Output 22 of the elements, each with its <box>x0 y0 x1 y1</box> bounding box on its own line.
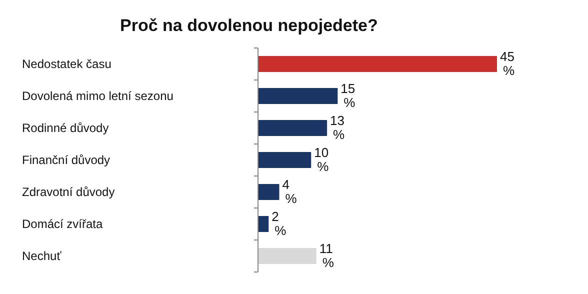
data-label: 15 % <box>340 81 356 110</box>
y-tick-label: Domácí zvířata <box>22 217 104 231</box>
data-label: 45 % <box>500 49 515 78</box>
data-label: 2 % <box>272 209 287 238</box>
bar <box>258 216 269 232</box>
y-tick-label: Finanční důvody <box>22 153 110 167</box>
y-tick-label: Dovolená mimo letní sezonu <box>22 89 174 103</box>
data-label: 11 % <box>319 241 334 270</box>
data-label: 10 % <box>314 145 330 174</box>
bar <box>258 152 312 168</box>
bar <box>258 88 338 104</box>
y-tick-label: Nechuť <box>22 249 62 263</box>
y-tick-label: Rodinné důvody <box>22 121 109 135</box>
data-label: 4 % <box>282 177 298 206</box>
bar <box>258 248 316 264</box>
bar <box>258 184 280 200</box>
bar <box>258 56 497 72</box>
data-label: 13 % <box>330 113 346 142</box>
y-tick-label: Nedostatek času <box>22 57 112 71</box>
chart-title: Proč na dovolenou nepojedete? <box>120 16 378 35</box>
bar <box>258 120 328 136</box>
y-tick-label: Zdravotní důvody <box>22 185 115 199</box>
